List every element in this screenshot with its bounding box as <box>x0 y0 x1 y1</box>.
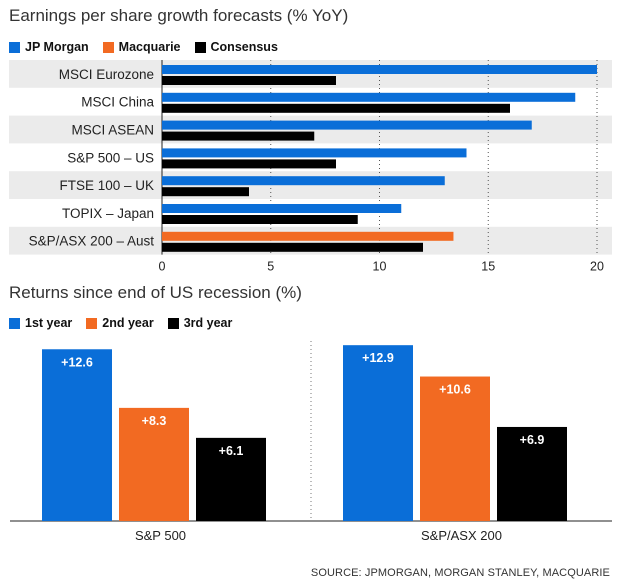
legend-swatch-orange <box>86 317 98 329</box>
category-label: S&P 500 – US <box>67 150 154 165</box>
bar-3rd-year <box>497 426 567 521</box>
legend-swatch-blue <box>9 41 20 53</box>
bar-consensus <box>162 131 315 141</box>
bar-jp-morgan <box>162 204 402 213</box>
bar-1st-year <box>343 345 413 521</box>
legend-label: Macquarie <box>118 40 181 54</box>
bar-consensus <box>162 103 510 113</box>
source-note: SOURCE: JPMORGAN, MORGAN STANLEY, MACQUA… <box>310 567 610 579</box>
eps-growth-chart: 0 5 10 15 20 MSCI Eurozone MSCI China MSCI ASEA… <box>9 60 612 274</box>
data-label: +6.1 <box>219 444 244 458</box>
legend-swatch-blue <box>9 317 20 329</box>
category-label: MSCI China <box>81 95 154 110</box>
category-label: FTSE 100 – UK <box>59 178 154 193</box>
bar-jp-morgan <box>162 65 597 74</box>
legend-item-jp-morgan: JP Morgan <box>9 40 89 54</box>
bar-macquarie <box>162 231 454 241</box>
data-label: +10.6 <box>439 383 471 397</box>
x-tick-label: 0 <box>159 260 166 274</box>
bar-consensus <box>162 242 423 252</box>
x-tick-label: 10 <box>373 260 387 274</box>
legend-label: 3rd year <box>183 316 233 330</box>
legend-item-2nd-year: 2nd year <box>86 316 154 330</box>
legend-label: Consensus <box>210 40 278 54</box>
bar-consensus <box>162 187 249 197</box>
chart1-legend: JP Morgan Macquarie Consensus <box>9 40 292 54</box>
category-label: MSCI ASEAN <box>71 123 154 138</box>
legend-item-1st-year: 1st year <box>9 316 72 330</box>
returns-chart: +12.6 +8.3 +6.1 S&P 500 +12.9 +10.6 +6.9 S&P/AS… <box>10 341 612 543</box>
data-label: +12.9 <box>362 351 394 365</box>
legend-label: JP Morgan <box>25 40 89 54</box>
bar-jp-morgan <box>162 148 467 158</box>
legend-item-macquarie: Macquarie <box>102 40 181 54</box>
x-tick-label: 15 <box>481 260 495 274</box>
category-label: S&P/ASX 200 – Aust <box>29 234 155 249</box>
bar-consensus <box>162 215 358 224</box>
legend-item-consensus: Consensus <box>194 40 278 54</box>
chart1-title: Earnings per share growth forecasts (% Y… <box>9 6 349 25</box>
category-label: S&P/ASX 200 <box>421 528 502 543</box>
legend-swatch-black <box>167 317 179 329</box>
legend-label: 2nd year <box>102 316 154 330</box>
bar-consensus <box>162 159 336 169</box>
bar-3rd-year <box>196 437 266 521</box>
bar-consensus <box>162 76 336 85</box>
bar-1st-year <box>42 349 112 521</box>
legend-swatch-black <box>194 41 206 53</box>
bar-jp-morgan <box>162 120 532 130</box>
category-label: S&P 500 <box>135 528 186 543</box>
legend-item-3rd-year: 3rd year <box>167 316 233 330</box>
category-label: MSCI Eurozone <box>59 67 154 82</box>
data-label: +6.9 <box>520 433 545 447</box>
chart2-title: Returns since end of US recession (%) <box>9 283 302 302</box>
bar-2nd-year <box>119 407 189 521</box>
data-label: +12.6 <box>61 355 93 369</box>
chart2-legend: 1st year 2nd year 3rd year <box>9 316 246 330</box>
bar-2nd-year <box>420 376 490 521</box>
category-label: TOPIX – Japan <box>62 206 154 221</box>
legend-label: 1st year <box>25 316 73 330</box>
bar-jp-morgan <box>162 92 576 102</box>
legend-swatch-orange <box>102 41 114 53</box>
bar-jp-morgan <box>162 176 445 186</box>
x-tick-label: 20 <box>590 260 604 274</box>
data-label: +8.3 <box>142 414 167 428</box>
x-tick-label: 5 <box>267 260 274 274</box>
